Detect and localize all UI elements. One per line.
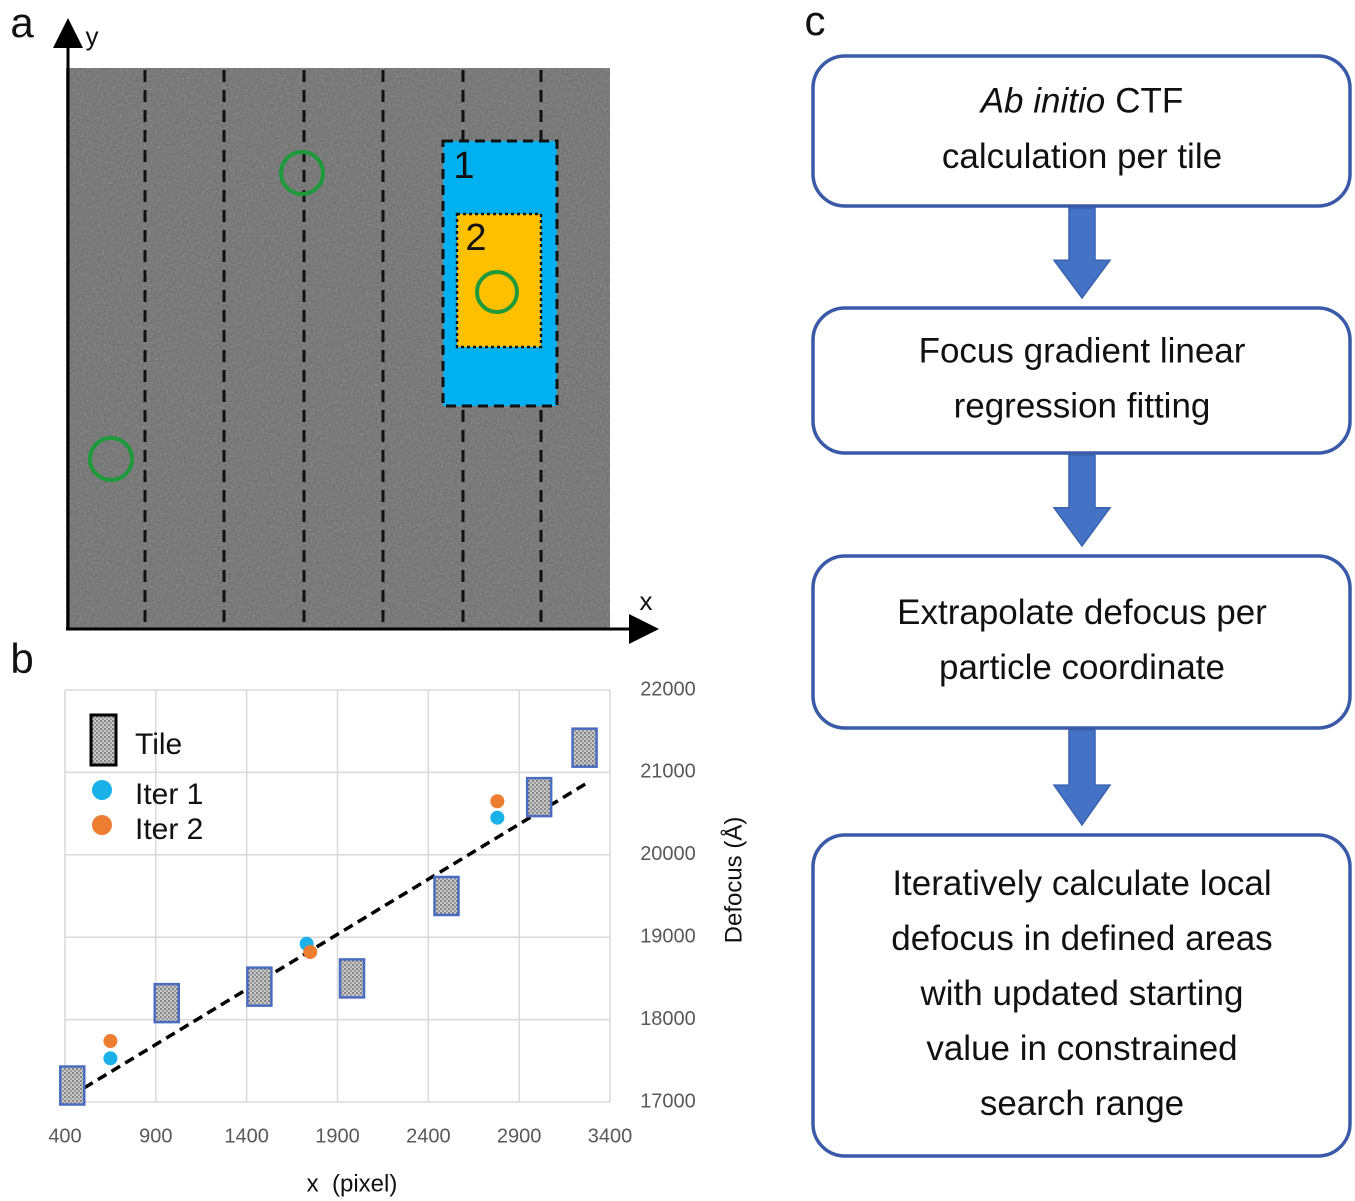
legend-marker bbox=[92, 780, 112, 800]
tile-marker bbox=[60, 1067, 84, 1105]
flow-box bbox=[813, 556, 1350, 728]
y-tick-label: 22000 bbox=[640, 678, 696, 700]
y-tick-label: 18000 bbox=[640, 1008, 696, 1030]
x-tick-label: 900 bbox=[139, 1125, 172, 1147]
panel-label: a bbox=[10, 0, 34, 46]
tile-marker bbox=[573, 729, 597, 767]
flow-text: defocus in defined areas bbox=[891, 919, 1272, 958]
legend-label: Tile bbox=[135, 728, 182, 761]
legend-marker bbox=[91, 715, 116, 765]
x-tick-label: 2900 bbox=[497, 1125, 542, 1147]
point bbox=[490, 811, 504, 825]
axis-label: y bbox=[86, 21, 99, 51]
flow-text: particle coordinate bbox=[939, 648, 1225, 687]
axis-label: x bbox=[640, 586, 653, 616]
flow-text-italic: Ab initio bbox=[979, 82, 1106, 121]
point bbox=[103, 1034, 117, 1048]
x-tick-label: 400 bbox=[48, 1125, 81, 1147]
legend-label: Iter 2 bbox=[135, 813, 203, 846]
flow-text: Extrapolate defocus per bbox=[897, 593, 1267, 632]
tile-marker bbox=[247, 968, 271, 1006]
x-tick-label: 1400 bbox=[224, 1125, 269, 1147]
flow-arrow bbox=[1054, 455, 1110, 546]
flow-text: value in constrained bbox=[926, 1029, 1237, 1068]
y-tick-label: 17000 bbox=[640, 1090, 696, 1112]
micrograph bbox=[66, 68, 610, 628]
legend-marker bbox=[92, 815, 112, 835]
y-axis-label: Defocus (Å) bbox=[719, 817, 747, 944]
figure: a 1 2 y x b 400 900 1400 1900 2400 2900 3400 17… bbox=[0, 0, 1355, 1201]
flow-text: Iteratively calculate local bbox=[892, 864, 1271, 903]
flow-text: Focus gradient linear bbox=[919, 331, 1246, 370]
tile-marker bbox=[527, 778, 551, 816]
panel-label: c bbox=[805, 0, 826, 44]
x-tick-label: 1900 bbox=[315, 1125, 360, 1147]
point bbox=[103, 1051, 117, 1065]
flow-text: calculation per tile bbox=[942, 137, 1222, 176]
flow-text: search range bbox=[980, 1084, 1184, 1123]
flow-box bbox=[813, 56, 1350, 206]
flow-arrow bbox=[1054, 730, 1110, 825]
tile-marker bbox=[340, 959, 364, 997]
region-label: 2 bbox=[465, 217, 486, 259]
panel-label: b bbox=[10, 635, 33, 682]
x-tick-label: 3400 bbox=[588, 1125, 633, 1147]
flow-text: with updated starting bbox=[920, 974, 1244, 1013]
chart: 400 900 1400 1900 2400 2900 3400 17000 18000 1900… bbox=[48, 678, 747, 1197]
flow-arrow bbox=[1054, 208, 1110, 298]
y-tick-label: 20000 bbox=[640, 843, 696, 865]
tile-marker bbox=[155, 984, 179, 1022]
point bbox=[303, 945, 317, 959]
x-axis-label: x (pixel) bbox=[307, 1170, 398, 1197]
flow-box bbox=[813, 308, 1350, 453]
legend-label: Iter 1 bbox=[135, 778, 203, 811]
flow-text: CTF bbox=[1115, 82, 1183, 121]
y-tick-label: 21000 bbox=[640, 761, 696, 783]
region-label: 1 bbox=[453, 145, 474, 187]
x-tick-label: 2400 bbox=[406, 1125, 451, 1147]
y-tick-label: 19000 bbox=[640, 925, 696, 947]
tile-marker bbox=[435, 877, 459, 915]
point bbox=[490, 794, 504, 808]
flow-text: regression fitting bbox=[954, 386, 1211, 425]
